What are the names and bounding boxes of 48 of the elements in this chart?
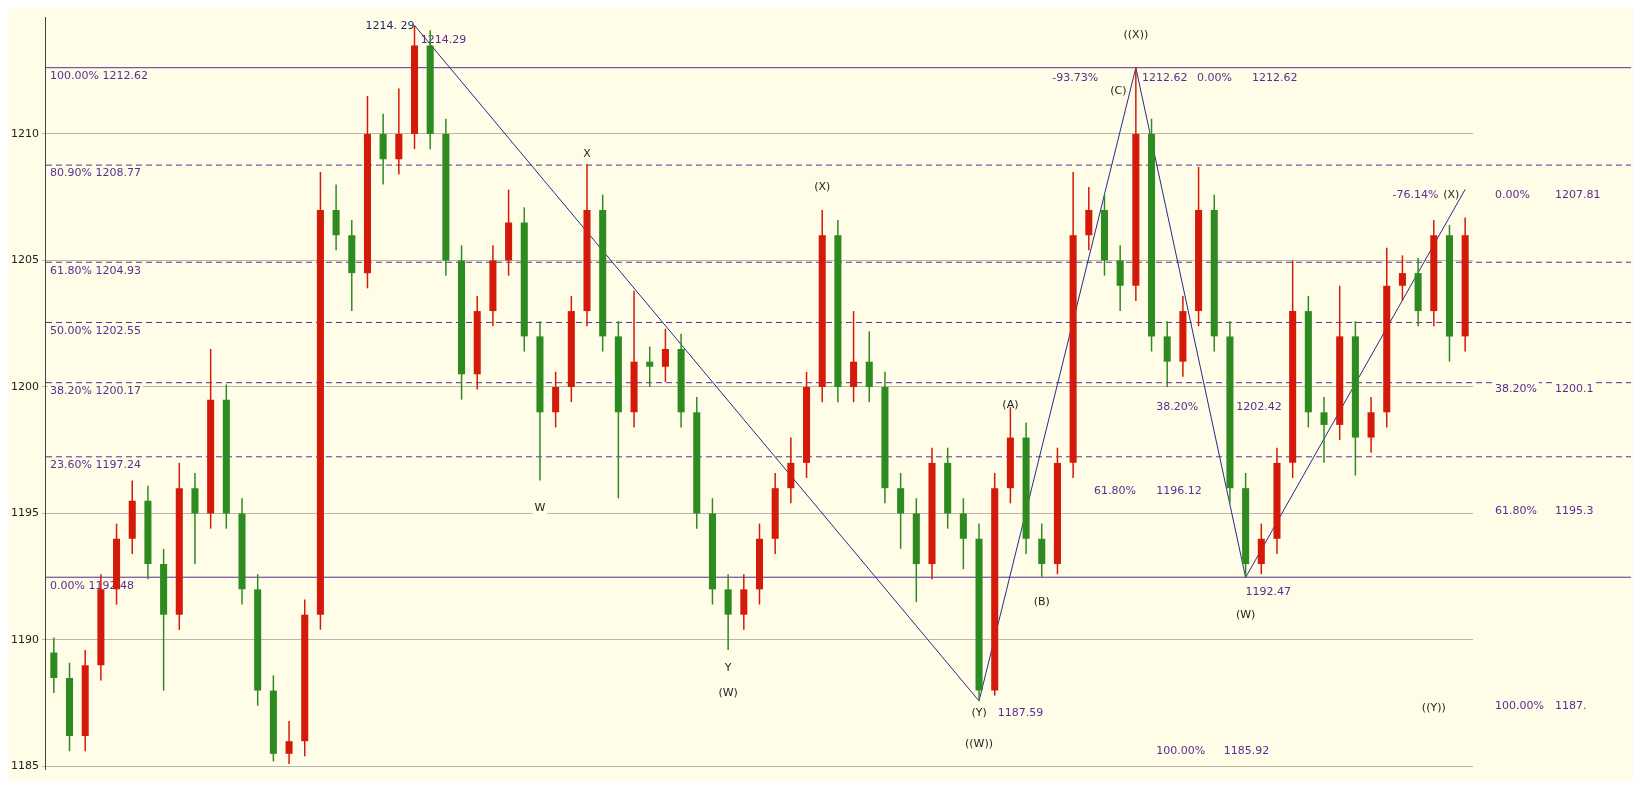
- annotation: 0.00%: [1197, 71, 1232, 85]
- annotation: 61.80%: [1093, 483, 1136, 497]
- annotation: W: [534, 501, 546, 515]
- annotation: -76.14%: [1392, 187, 1439, 201]
- y-tick-label: 1190: [10, 632, 39, 646]
- ref-line-label: 38.20% 1200.17: [49, 384, 141, 398]
- annotation: (W): [1235, 607, 1256, 621]
- annotation: (X): [814, 179, 831, 193]
- annotation: 100.00%: [1156, 744, 1206, 758]
- text: 38.20%: [1495, 382, 1537, 396]
- annotation: (C): [1110, 83, 1127, 97]
- text: 61.80%: [1495, 503, 1537, 517]
- annotation: ((Y)): [1421, 701, 1446, 715]
- annotation: (X): [1443, 187, 1460, 201]
- text: 1207.81: [1555, 187, 1601, 201]
- ref-line-label: 50.00% 1202.55: [49, 323, 141, 337]
- annotation: 1212.62: [1251, 71, 1298, 85]
- annotation: ((W)): [965, 736, 994, 750]
- annotation: 1196.12: [1156, 483, 1202, 497]
- ref-line-label: 23.60% 1197.24: [49, 458, 141, 472]
- y-tick-label: 1195: [10, 506, 39, 520]
- annotation: 1212.62: [1142, 71, 1188, 85]
- text: 1195.3: [1555, 503, 1594, 517]
- annotation: (Y): [971, 706, 987, 720]
- annotation: X: [583, 147, 592, 161]
- ref-line-label: 100.00% 1212.62: [49, 69, 148, 83]
- annotation: ((X)): [1123, 28, 1149, 42]
- ref-line-label: 61.80% 1204.93: [49, 263, 141, 277]
- annotation: (A): [1002, 397, 1019, 411]
- y-tick-label: 1185: [10, 759, 39, 773]
- annotation: Y: [723, 660, 732, 674]
- y-tick-label: 1210: [10, 126, 39, 140]
- text: 0.00%: [1495, 187, 1530, 201]
- annotation: 1202.42: [1236, 400, 1282, 414]
- text: 1187.: [1555, 698, 1587, 712]
- annotation: 1192.47: [1245, 584, 1292, 598]
- annotation: (W): [718, 685, 738, 699]
- annotation: 1185.92: [1223, 744, 1270, 758]
- annotation: (B): [1033, 594, 1050, 608]
- text: 100.00%: [1495, 698, 1544, 712]
- y-tick-label: 1205: [10, 253, 39, 267]
- annotation: -93.73%: [1052, 71, 1099, 85]
- text: 1200.1: [1555, 382, 1594, 396]
- annotation: 1214. 29: [365, 19, 415, 33]
- y-tick-label: 1200: [10, 379, 39, 393]
- annotation: 38.20%: [1156, 400, 1199, 414]
- annotation: 1187.59: [997, 706, 1044, 720]
- ref-line-label: 80.90% 1208.77: [49, 166, 141, 180]
